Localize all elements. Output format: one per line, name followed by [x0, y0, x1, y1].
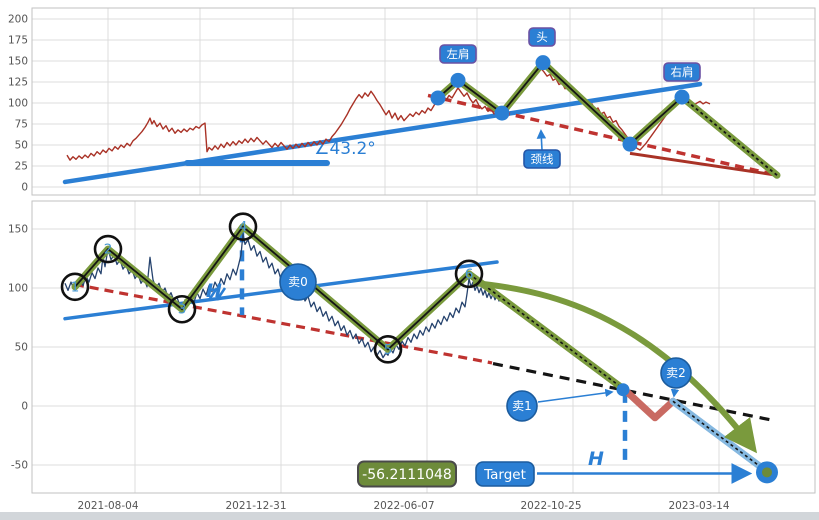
y-tick-label: 50: [15, 140, 28, 152]
extension-dashed: [492, 361, 776, 423]
bottom-plot-border: [31, 200, 816, 494]
x-tick-label: 2021-12-31: [225, 500, 286, 512]
neckline-arrow: [536, 129, 547, 151]
pivot-number-circle: [228, 212, 258, 241]
forecast-green-core: [468, 273, 626, 391]
target-value: -56.2111048: [362, 467, 452, 483]
pivot-number: 6: [465, 266, 474, 282]
annotation-box: [663, 62, 701, 82]
x-tick-label: 2023-03-14: [668, 500, 729, 512]
x-tick-label: 2021-08-04: [77, 500, 138, 512]
sell-pointer: [670, 388, 680, 398]
pivot-dot: [535, 55, 551, 71]
sell-badge-label: 卖2: [666, 366, 686, 380]
y-tick-label: 0: [21, 182, 28, 194]
sell1-point-dot: [616, 383, 630, 397]
pivot-number: 1: [71, 279, 80, 295]
pivot-dot: [450, 72, 466, 88]
pivot-number: 5: [384, 342, 393, 358]
h-measure-label: H: [206, 280, 222, 302]
y-tick-label: 0: [21, 401, 28, 413]
annotation-label: 头: [536, 30, 548, 44]
support-dashed: [74, 282, 493, 365]
sell-badge-label: 卖0: [288, 275, 308, 289]
y-tick-label: 200: [8, 14, 28, 26]
sell-badge: [506, 390, 538, 422]
parallel-marks: [207, 287, 227, 301]
projection-curve-arrow: [472, 280, 758, 454]
neckline-dashed: [427, 93, 771, 176]
x-tick-label: 2022-06-07: [373, 500, 434, 512]
y-tick-label: 100: [8, 283, 28, 295]
uptrend-line: [62, 81, 703, 185]
y-tick-label: -50: [11, 460, 28, 472]
x-tick-label: 2022-10-25: [520, 500, 581, 512]
pivot-dot: [674, 89, 690, 105]
y-tick-label: 125: [8, 77, 28, 89]
angle-label: ∠43.2°: [314, 139, 376, 159]
h-measure-label: H: [588, 448, 604, 470]
target-label-box: [475, 461, 535, 487]
zigzag-core-dotted: [681, 96, 778, 176]
annotation-label: 右肩: [671, 65, 694, 79]
forecast-blue-core: [672, 400, 767, 472]
annotation-label: 颈线: [531, 152, 554, 166]
pivot-number-circle: [93, 234, 123, 264]
y-tick-label: 150: [8, 56, 28, 68]
annotation-box: [528, 27, 556, 47]
y-tick-label: 50: [15, 342, 28, 354]
pivot-number-circle: [373, 335, 403, 364]
top-plot-border: [31, 7, 816, 196]
pivot-number: 4: [239, 219, 248, 235]
sell-badge: [660, 357, 692, 389]
sell-arrow: [537, 388, 614, 403]
price-line-bottom: [64, 233, 506, 359]
bottom-chart: -50 0 50 100 150 2021-08-04 2021-12-31 2022-06-…: [8, 200, 816, 512]
uptrend-line-bottom: [63, 260, 499, 321]
pivot-number: 2: [104, 242, 113, 258]
y-tick-label: 25: [15, 161, 28, 173]
sell-badge-label: 卖1: [512, 399, 532, 413]
y-tick-label: 75: [15, 119, 28, 131]
y-tick-label: 175: [8, 35, 28, 47]
sell-badge: [279, 263, 317, 301]
y-tick-label: 150: [8, 224, 28, 236]
annotation-label: 左肩: [447, 47, 470, 61]
pivot-number-circle: [60, 272, 90, 302]
pivot-number: 3: [178, 302, 187, 318]
target-label: Target: [483, 467, 526, 483]
pivot-dot: [622, 136, 638, 152]
zigzag-band-top: [434, 59, 781, 179]
pivot-dot: [430, 90, 446, 106]
zigzag-core-bottom: [74, 225, 470, 351]
y-tick-label: 100: [8, 98, 28, 110]
pivot-dot: [494, 105, 510, 121]
annotation-box: [523, 149, 561, 169]
target-value-box: [357, 460, 457, 488]
pivot-number-circle: [167, 294, 197, 324]
target-dot-inner: [762, 467, 772, 478]
projection-line: [629, 151, 778, 177]
annotation-box: [439, 44, 477, 64]
pivot-number-circle: [454, 259, 484, 289]
window-bottom-strip: [0, 512, 819, 520]
forecast-red-zigzag: [621, 386, 677, 422]
